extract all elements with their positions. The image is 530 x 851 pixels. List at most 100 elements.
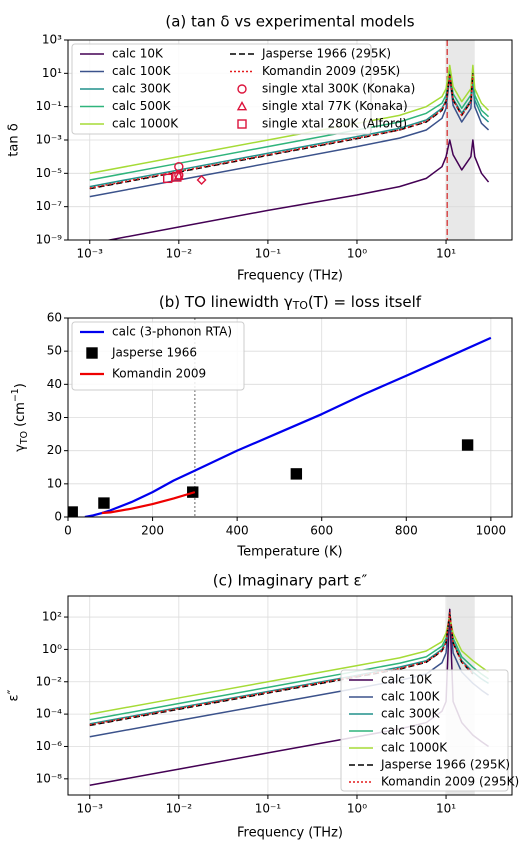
y-tick-label: 10⁻² [36,674,63,688]
legend: calc 10K calc 100K calc 300K calc 500K calc … [340,669,519,792]
axes-frame [67,39,513,241]
x-tick-label: 10⁻² [166,247,193,261]
legend-frame [71,43,372,135]
legend-label: calc (3-phonon RTA) [112,325,232,339]
y-tick-label: 10⁻⁴ [36,707,63,721]
y-axis-label-part: (cm [13,402,28,431]
axes-frame [67,595,513,796]
legend-label: Komandin 2009 (295K) [381,775,519,789]
x-axis-label: Frequency (THz) [237,826,343,841]
y-tick-label: 10⁻³ [36,133,63,147]
x-tick-label: 10⁻¹ [255,802,282,816]
x-tick-label: 200 [141,524,164,538]
marker-square [68,506,78,517]
panel-title-part: TO [292,299,308,312]
y-tick-label: 10¹ [42,66,62,80]
y-axis-label: tan δ [7,123,22,156]
y-tick-label: 60 [47,311,62,325]
legend-label: Jasperse 1966 (295K) [261,47,391,61]
panel-title: (b) TO linewidth γTO(T) = loss itself [159,293,422,313]
legend-label: calc 500K [112,99,172,113]
legend-label: calc 100K [381,690,441,704]
y-axis-label: γTO (cm−1) [10,383,30,452]
y-axis-label-part: TO [19,431,30,445]
legend-label: single xtal 77K (Konaka) [262,99,408,113]
legend-label: Jasperse 1966 (295K) [380,758,510,772]
legend-label: calc 1000K [381,741,448,755]
x-axis-label: Temperature (K) [236,545,342,560]
y-tick-label: 10⁻¹ [36,99,63,113]
series-line [89,612,474,726]
x-tick-label: 10⁻¹ [255,247,282,261]
x-tick-label: 10⁻³ [77,247,104,261]
y-tick-label: 10² [42,610,62,624]
marker-triangle [236,101,248,111]
panel-title: (a) tan δ vs experimental models [165,13,414,31]
series-line [101,491,196,515]
legend-label: single xtal 300K (Konaka) [262,82,415,96]
y-tick-label: 10⁻⁶ [36,739,63,753]
y-axis-label-part: γ [13,444,28,452]
y-tick-label: 10³ [42,33,62,47]
x-tick-label: 10⁻³ [77,802,104,816]
legend-label: calc 1000K [112,117,179,131]
panel-title-part: (T) = loss itself [308,293,422,311]
x-tick-label: 10⁻² [166,802,193,816]
panel-title: (c) Imaginary part ε″ [213,572,368,590]
legend-label: Komandin 2009 [112,367,206,381]
x-tick-label: 10¹ [436,802,456,816]
marker-square [172,172,182,182]
y-axis-label-part: −1 [10,388,21,402]
plot-area [68,318,492,517]
legend-label: Komandin 2009 (295K) [262,64,400,78]
legend-label: Jasperse 1966 [111,346,197,360]
marker-circle [237,84,247,94]
series-line [105,139,490,240]
legend: calc 10K calc 100K calc 300K calc 500K calc … [71,43,415,135]
panel-title-part: (b) TO linewidth γ [159,293,293,311]
y-tick-label: 10⁻⁸ [36,771,63,785]
legend-frame [340,669,509,792]
legend-label: calc 300K [381,707,441,721]
x-tick-label: 10⁰ [347,802,367,816]
legend-label: single xtal 280K (Alford) [262,117,407,131]
x-tick-label: 400 [226,524,249,538]
legend-label: calc 500K [381,724,441,738]
x-tick-label: 1000 [476,524,507,538]
y-tick-label: 40 [47,377,62,391]
marker-square [461,439,474,451]
panel: (a) tan δ vs experimental models Frequenc… [7,13,513,284]
x-tick-label: 10⁰ [347,247,367,261]
y-axis-label-part: ) [13,383,28,388]
legend-label: calc 100K [112,64,172,78]
y-tick-label: 10⁻⁹ [36,233,63,247]
marker-square [237,119,247,129]
x-tick-label: 800 [395,524,418,538]
y-tick-label: 10 [47,476,62,490]
panel: (c) Imaginary part ε″ Frequency (THz) ε″ 10… [7,572,520,841]
legend-label: calc 10K [112,47,164,61]
panel: (b) TO linewidth γTO(T) = loss itselfTem… [10,293,513,560]
marker-square [162,173,173,184]
x-tick-label: 0 [64,524,72,538]
legend-label: calc 10K [381,673,433,687]
y-tick-label: 30 [47,410,62,424]
series-line [89,74,474,189]
y-tick-label: 10⁻⁷ [36,199,63,213]
axes-frame [67,317,513,518]
legend: calc (3-phonon RTA) Jasperse 1966 Komandin… [71,321,245,391]
marker-square [98,497,110,509]
marker-diamond [196,174,207,185]
legend-frame [71,321,245,391]
y-tick-label: 0 [54,510,62,524]
x-tick-label: 10¹ [436,247,456,261]
y-tick-label: 10⁰ [42,642,62,656]
legend-label: calc 300K [112,82,172,96]
marker-square [290,468,303,480]
x-tick-label: 600 [310,524,333,538]
y-tick-label: 50 [47,344,62,358]
series-line [89,615,489,721]
y-axis-label: ε″ [7,689,22,701]
series-line [89,616,489,715]
